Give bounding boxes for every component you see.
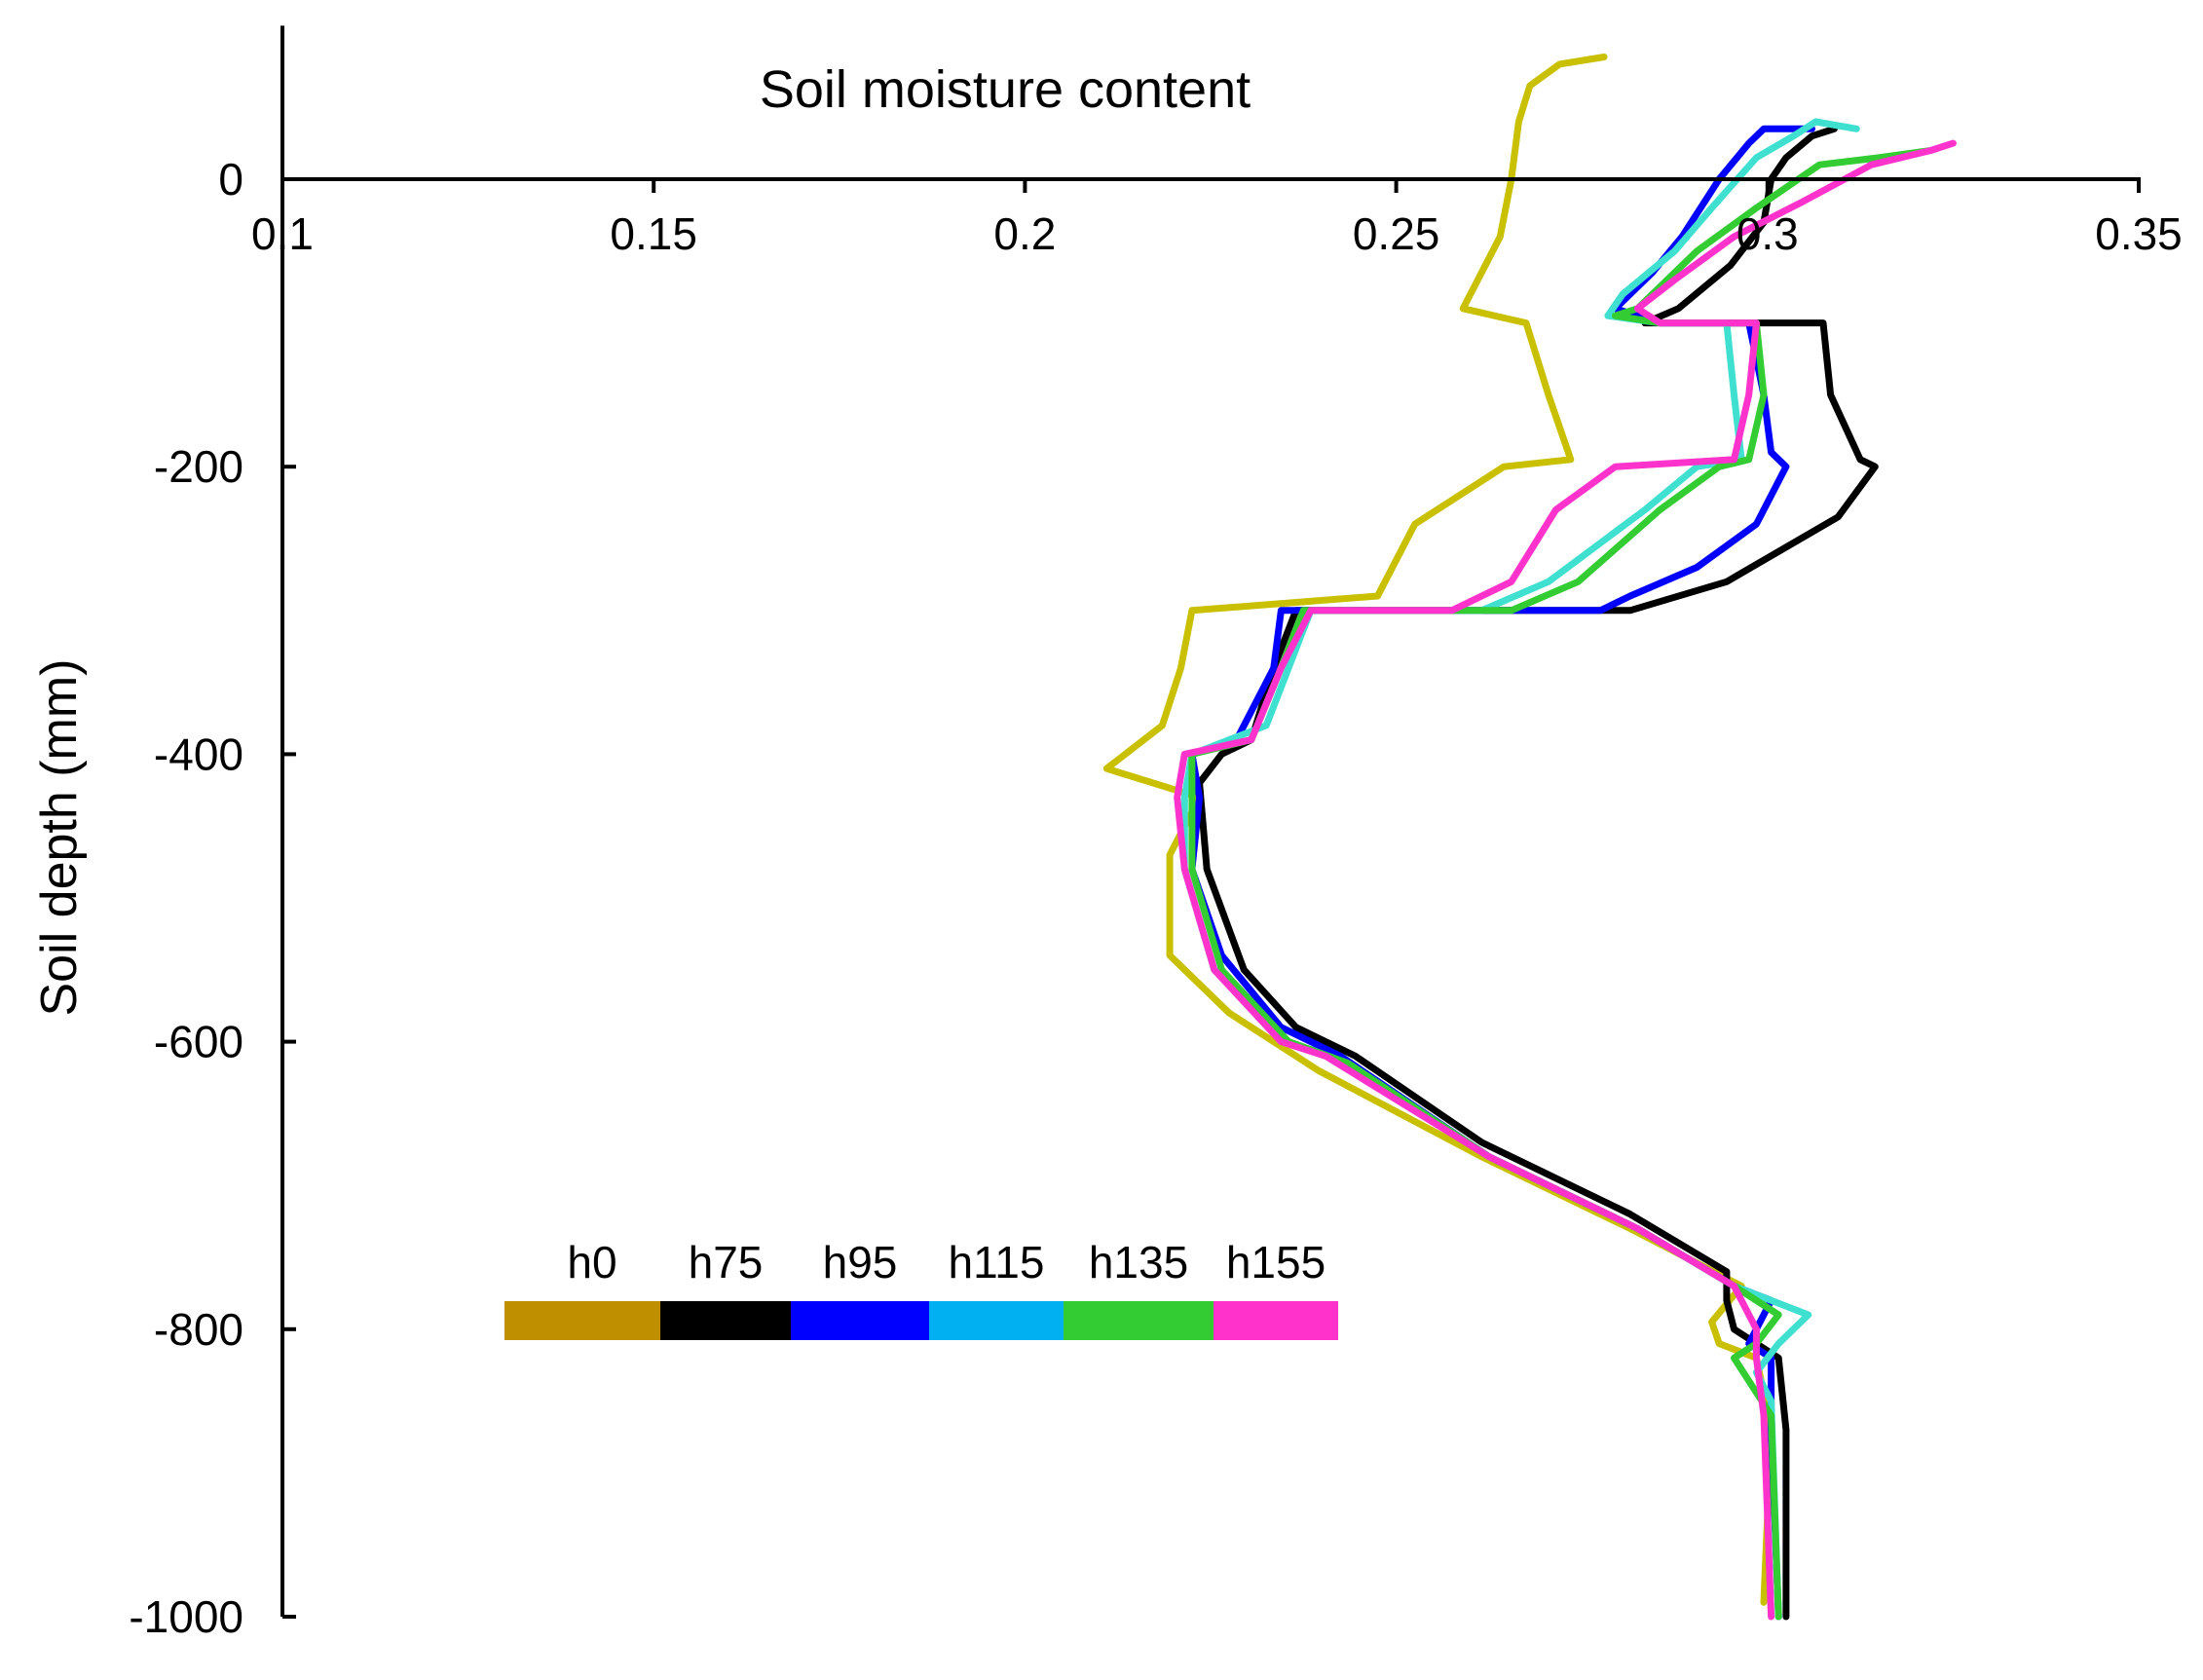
y-axis-label: Soil depth (mm) <box>31 659 88 1017</box>
y-tick-label: -1000 <box>129 1591 243 1642</box>
legend-swatch-h95 <box>791 1301 929 1340</box>
y-tick-label: -600 <box>154 1017 243 1067</box>
y-ticks: 0 -200 -400 -600 -800 -1000 <box>129 154 296 1642</box>
legend-label-h75: h75 <box>689 1237 764 1288</box>
legend-label-h135: h135 <box>1089 1237 1188 1288</box>
legend-swatch-h135 <box>1064 1301 1214 1340</box>
x-tick-label: 0.35 <box>2095 208 2183 259</box>
x-ticks: 0.1 0.15 0.2 0.25 0.3 0.35 <box>251 179 2183 259</box>
x-tick-label: 0.1 <box>251 208 314 259</box>
x-tick-label: 0.15 <box>610 208 697 259</box>
legend: h0 h75 h95 h115 h135 h155 <box>504 1237 1338 1340</box>
legend-label-h0: h0 <box>567 1237 616 1288</box>
legend-swatch-h155 <box>1214 1301 1338 1340</box>
legend-swatch-h0 <box>504 1301 660 1340</box>
legend-swatch-h75 <box>660 1301 791 1340</box>
series-line-h75 <box>1196 125 1879 1621</box>
y-tick-label: -200 <box>154 441 243 492</box>
legend-label-h115: h115 <box>949 1237 1045 1288</box>
legend-label-h95: h95 <box>823 1237 898 1288</box>
series-lines <box>1102 54 1957 1621</box>
x-tick-label: 0.2 <box>993 208 1056 259</box>
y-tick-label: -800 <box>154 1304 243 1355</box>
legend-label-h155: h155 <box>1226 1237 1326 1288</box>
x-tick-label: 0.25 <box>1353 208 1440 259</box>
axes <box>280 25 2141 1617</box>
chart-title: Soil moisture content <box>760 60 1251 119</box>
y-tick-label: -400 <box>154 728 243 779</box>
x-tick-label: 0.3 <box>1736 208 1799 259</box>
legend-swatch-h115 <box>929 1301 1064 1340</box>
y-tick-label: 0 <box>218 154 243 205</box>
series-line-h155 <box>1174 139 1957 1621</box>
